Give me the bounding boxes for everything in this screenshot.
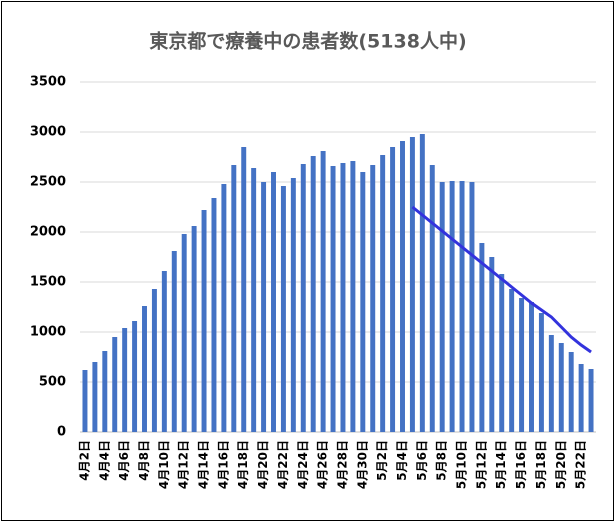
y-tick-label: 500 — [39, 375, 66, 390]
x-tick-label: 4月14日 — [197, 440, 211, 489]
bar — [310, 156, 316, 432]
bar — [588, 369, 594, 432]
x-tick-label: 4月20日 — [256, 440, 270, 489]
bar — [142, 306, 147, 432]
bar — [201, 210, 207, 432]
bar — [261, 182, 267, 432]
bar — [529, 302, 534, 432]
x-tick-label: 4月10日 — [157, 440, 171, 489]
bar — [409, 137, 415, 432]
bar — [370, 165, 376, 432]
bar — [568, 352, 574, 432]
y-tick-label: 3000 — [30, 125, 66, 140]
bar — [400, 141, 405, 432]
bar — [469, 182, 475, 432]
bar — [330, 166, 336, 432]
bar — [479, 243, 485, 432]
trend-line — [411, 205, 592, 354]
x-tick-label: 4月30日 — [355, 440, 369, 489]
bar — [151, 289, 157, 432]
x-tick-label: 4月26日 — [316, 440, 330, 489]
bar — [92, 362, 98, 432]
x-tick-label: 4月22日 — [276, 440, 290, 489]
chart-title: 東京都で療養中の患者数(5138人中) — [149, 30, 466, 53]
x-tick-label: 5月22日 — [574, 440, 588, 489]
bar — [390, 147, 396, 432]
y-tick-label: 2000 — [30, 225, 66, 240]
bar — [112, 337, 118, 432]
bar — [419, 134, 425, 432]
bar — [82, 370, 88, 432]
bar — [499, 274, 505, 432]
x-tick-label: 5月16日 — [514, 440, 528, 489]
bar — [340, 163, 346, 432]
bar — [320, 151, 326, 432]
bar — [290, 178, 296, 432]
bar — [429, 165, 435, 432]
bar — [558, 343, 564, 432]
bar — [548, 335, 554, 432]
bar — [231, 165, 237, 432]
bar — [221, 184, 227, 432]
bar — [181, 234, 187, 432]
bar — [578, 364, 584, 432]
x-tick-label: 5月4日 — [395, 440, 409, 481]
x-tick-label: 4月8日 — [137, 440, 151, 481]
x-tick-label: 4月2日 — [77, 440, 91, 481]
x-tick-label: 5月10日 — [455, 440, 469, 489]
y-tick-label: 1500 — [30, 275, 66, 290]
x-tick-label: 4月12日 — [177, 440, 191, 489]
x-tick-label: 4月6日 — [117, 440, 131, 481]
bar — [211, 198, 217, 432]
bar — [251, 168, 257, 432]
x-tick-label: 5月8日 — [435, 440, 449, 481]
x-tick-label: 4月24日 — [296, 440, 310, 489]
bar — [300, 164, 306, 432]
bar — [380, 155, 386, 432]
x-tick-label: 5月2日 — [375, 440, 389, 481]
x-tick-label: 5月14日 — [494, 440, 508, 489]
x-tick-label: 4月16日 — [216, 440, 230, 489]
bar — [360, 172, 366, 432]
bar — [439, 182, 445, 432]
y-tick-label: 0 — [57, 425, 66, 440]
bar — [191, 226, 197, 432]
x-tick-label: 5月18日 — [534, 440, 548, 489]
x-tick-label: 5月6日 — [415, 440, 429, 481]
bar — [271, 172, 276, 432]
bar — [171, 251, 177, 432]
bar — [538, 313, 544, 432]
bar — [459, 181, 465, 432]
y-tick-label: 3500 — [30, 75, 66, 90]
x-tick-label: 5月20日 — [554, 440, 568, 489]
bar — [122, 328, 128, 432]
bar — [509, 289, 515, 432]
x-tick-label: 4月18日 — [236, 440, 250, 489]
bar — [280, 186, 286, 432]
y-tick-label: 2500 — [30, 175, 66, 190]
x-tick-label: 4月4日 — [97, 440, 111, 481]
x-tick-label: 4月28日 — [335, 440, 349, 489]
bar — [161, 271, 167, 432]
bar — [102, 351, 108, 432]
bar — [449, 181, 455, 432]
bar — [350, 161, 356, 432]
bar — [519, 298, 525, 432]
bar — [489, 257, 495, 432]
y-tick-label: 1000 — [30, 325, 66, 340]
x-tick-label: 5月12日 — [474, 440, 488, 489]
bar — [241, 147, 247, 432]
bar — [132, 321, 138, 432]
